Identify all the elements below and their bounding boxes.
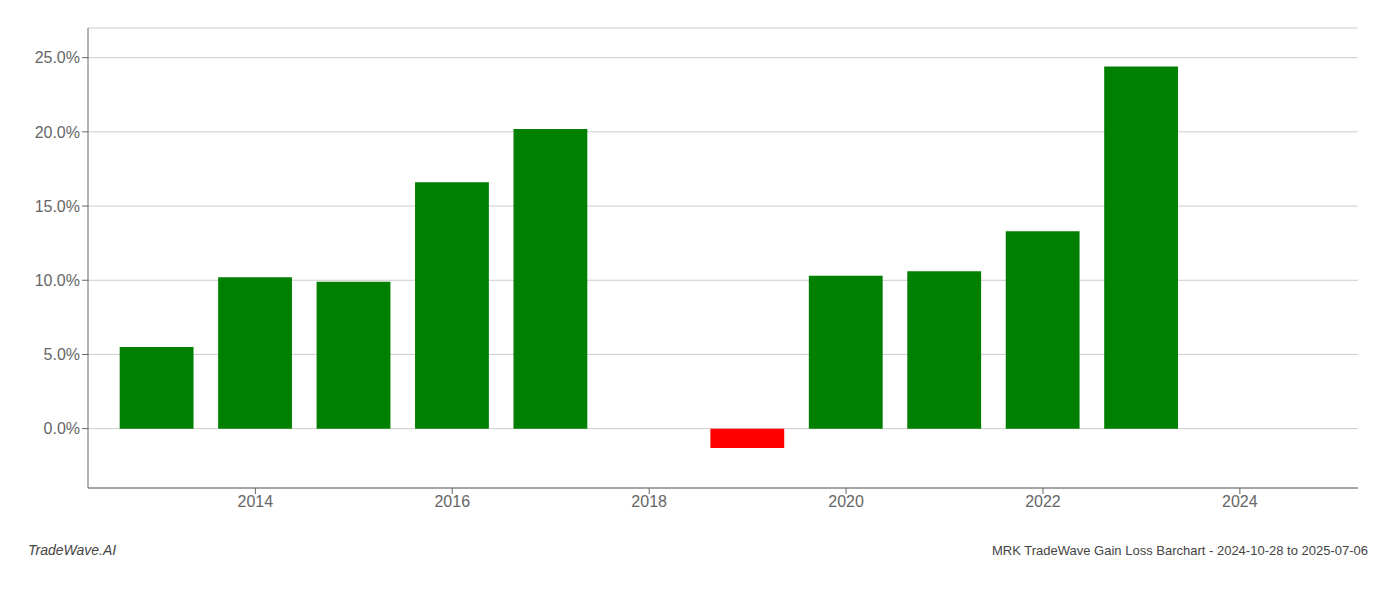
svg-text:2020: 2020 bbox=[828, 493, 864, 510]
html-text:MRK TradeWave Gain Loss Barcha: MRK TradeWave Gain Loss Barchart - 2024-… bbox=[992, 543, 1368, 558]
svg-text:2014: 2014 bbox=[238, 493, 274, 510]
svg-text:2024: 2024 bbox=[1222, 493, 1258, 510]
svg-text:2022: 2022 bbox=[1025, 493, 1061, 510]
svg-text:20.0%: 20.0% bbox=[35, 124, 80, 141]
html-text:TradeWave.AI: TradeWave.AI bbox=[28, 542, 117, 558]
svg-text:2018: 2018 bbox=[631, 493, 667, 510]
svg-text:25.0%: 25.0% bbox=[35, 49, 80, 66]
svg-text:2016: 2016 bbox=[434, 493, 470, 510]
svg-text:0.0%: 0.0% bbox=[44, 420, 80, 437]
svg-text:15.0%: 15.0% bbox=[35, 198, 80, 215]
svg-text:10.0%: 10.0% bbox=[35, 272, 80, 289]
svg-text:5.0%: 5.0% bbox=[44, 346, 80, 363]
